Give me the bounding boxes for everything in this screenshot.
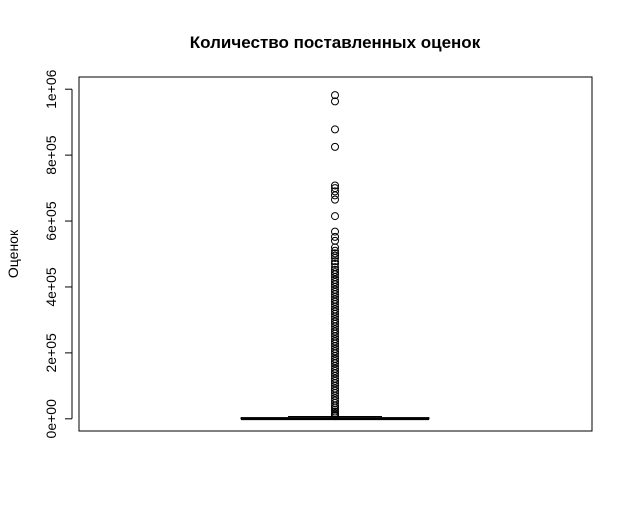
- y-axis: 0e+00 2e+05 4e+05 6e+05 8e+05 1e+06: [43, 69, 73, 439]
- outlier-point: [331, 187, 339, 196]
- outlier-point: [331, 91, 339, 100]
- outlier-point: [331, 278, 339, 287]
- plot-frame: [78, 76, 593, 432]
- outlier-point: [331, 259, 339, 268]
- outlier-point: [331, 253, 339, 262]
- outlier-point: [331, 319, 339, 328]
- outlier-point: [331, 337, 339, 346]
- outlier-point: [331, 227, 339, 236]
- outlier-point: [331, 181, 339, 190]
- outlier-point: [331, 300, 339, 309]
- outlier-point: [331, 195, 339, 204]
- y-tick-label: 4e+05: [43, 267, 59, 307]
- outlier-point: [331, 142, 339, 151]
- outlier-point: [331, 232, 339, 241]
- y-tick-label: 6e+05: [43, 201, 59, 241]
- outlier-point: [331, 280, 339, 289]
- outlier-point: [331, 290, 339, 299]
- outlier-point: [331, 97, 339, 106]
- outlier-point: [331, 367, 339, 376]
- outlier-point: [331, 243, 339, 252]
- outlier-point: [331, 349, 339, 358]
- outlier-point: [331, 376, 339, 385]
- outlier-point: [331, 309, 339, 318]
- outlier-point: [331, 401, 339, 410]
- outlier-point: [331, 329, 339, 338]
- outlier-point: [331, 307, 339, 316]
- chart-title: Количество поставленных оценок: [190, 33, 481, 52]
- outliers-group: [331, 91, 339, 421]
- outlier-point: [331, 357, 339, 366]
- outlier-point: [331, 339, 339, 348]
- outlier-point: [331, 270, 339, 279]
- y-axis-label: Оценок: [5, 229, 21, 278]
- outlier-point: [331, 249, 339, 258]
- outlier-point: [331, 287, 339, 296]
- outlier-point: [331, 251, 339, 260]
- y-tick-label: 0e+00: [43, 399, 59, 439]
- outlier-point: [331, 257, 339, 266]
- y-tick-label: 1e+06: [43, 69, 59, 109]
- outlier-point: [331, 386, 339, 395]
- outlier-point: [331, 125, 339, 134]
- outlier-point: [331, 359, 339, 368]
- outlier-point: [331, 327, 339, 336]
- outlier-point: [331, 317, 339, 326]
- outlier-point: [331, 268, 339, 277]
- outlier-point: [331, 347, 339, 356]
- outlier-point: [331, 412, 339, 421]
- y-tick-label: 8e+05: [43, 135, 59, 175]
- outlier-point: [331, 369, 339, 378]
- outlier-point: [331, 297, 339, 306]
- y-tick-label: 2e+05: [43, 333, 59, 373]
- outlier-point: [331, 191, 339, 200]
- outlier-point: [331, 379, 339, 388]
- outlier-point: [331, 389, 339, 398]
- outlier-point: [331, 212, 339, 221]
